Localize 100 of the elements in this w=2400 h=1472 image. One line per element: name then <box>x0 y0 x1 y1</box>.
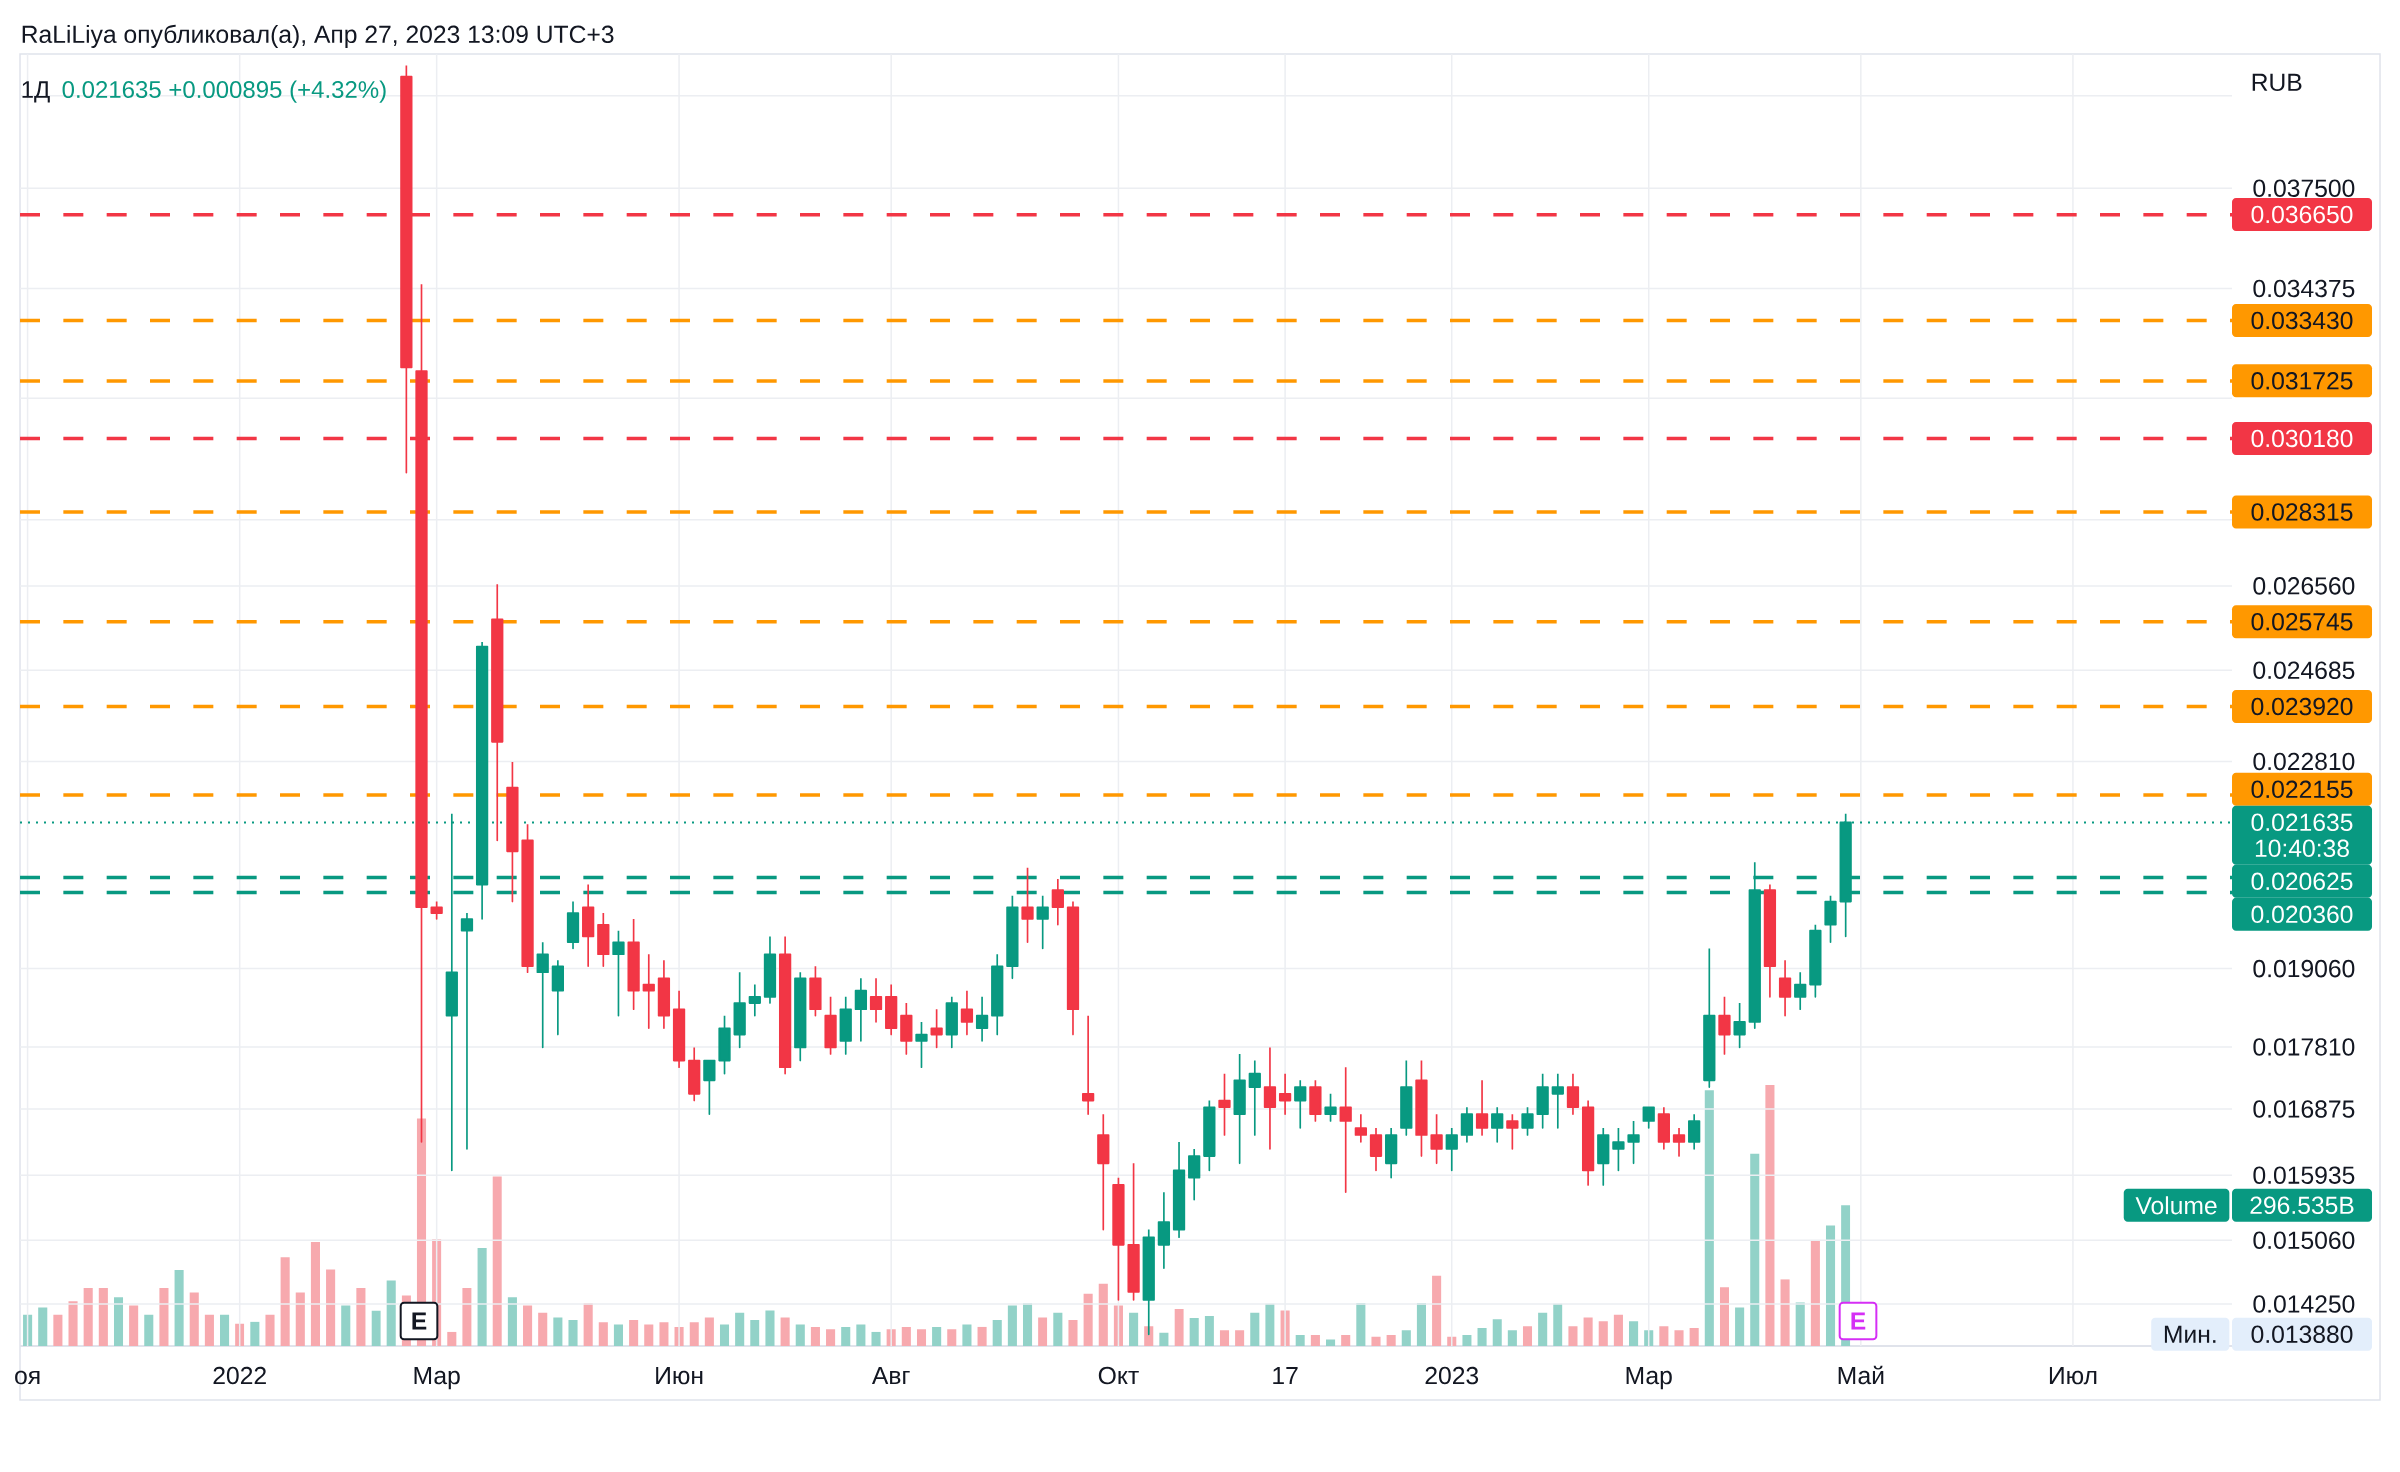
candlestick <box>566 900 580 950</box>
bar <box>129 1305 139 1346</box>
candlestick <box>627 918 640 1011</box>
bar <box>735 1312 745 1346</box>
bar <box>613 1324 624 1346</box>
candlestick <box>1612 1127 1625 1172</box>
bar <box>295 1292 305 1346</box>
bar <box>250 1321 260 1346</box>
bar <box>1704 1090 1714 1346</box>
bar <box>977 1326 987 1346</box>
candlestick <box>718 1014 731 1075</box>
candlestick <box>1112 1176 1125 1301</box>
bar <box>477 1248 487 1346</box>
candlestick <box>975 996 989 1042</box>
annotation: Мин. <box>2164 1325 2216 1343</box>
bar <box>341 1305 351 1346</box>
bar <box>1326 1339 1336 1346</box>
bar <box>826 1329 836 1346</box>
bar <box>644 1324 654 1346</box>
bar <box>1219 1330 1230 1346</box>
bar <box>765 1310 775 1346</box>
candlestick <box>900 1002 913 1055</box>
bar <box>204 1314 214 1346</box>
candlestick <box>885 983 898 1036</box>
candlestick <box>1066 900 1080 1036</box>
candlestick <box>1627 1120 1640 1165</box>
bar <box>68 1301 78 1346</box>
bar <box>1416 1302 1426 1346</box>
x-tick-label: Июн <box>656 1367 703 1385</box>
text: 10:40:38 <box>2255 839 2349 858</box>
candlestick <box>1581 1099 1595 1186</box>
candlestick <box>1233 1053 1246 1165</box>
bar <box>220 1314 230 1346</box>
bar <box>1522 1326 1533 1346</box>
candlestick <box>1339 1066 1352 1194</box>
candlestick <box>794 971 807 1062</box>
candlestick <box>430 900 443 920</box>
bar <box>1613 1314 1623 1346</box>
bar <box>1038 1317 1048 1346</box>
candlestick <box>460 912 474 1150</box>
bar <box>1765 1084 1775 1346</box>
bar <box>689 1322 699 1346</box>
y-tick-label: 0.026560 <box>2253 577 2355 595</box>
candlestick <box>1051 878 1064 926</box>
bar <box>1735 1307 1745 1346</box>
bar <box>1341 1335 1351 1346</box>
x-tick-label: Июл <box>2049 1367 2097 1385</box>
annotation: Volume <box>2135 1196 2217 1215</box>
candlestick <box>1703 947 1716 1088</box>
bar <box>447 1331 457 1346</box>
bar <box>1022 1303 1033 1346</box>
bar <box>523 1305 533 1346</box>
y-tick-label: 0.014250 <box>2253 1295 2355 1313</box>
bar <box>144 1314 154 1346</box>
bar <box>1644 1330 1654 1346</box>
bar <box>583 1303 593 1346</box>
bar <box>356 1288 366 1346</box>
bar <box>1825 1225 1836 1346</box>
bar <box>750 1319 760 1346</box>
y-tick-label: 0.034375 <box>2253 279 2355 298</box>
bar <box>1780 1279 1790 1346</box>
y-tick-label: 0.024685 <box>2253 661 2355 680</box>
x-tick-label: 17 <box>1273 1367 1298 1385</box>
bar <box>98 1288 108 1346</box>
candlestick <box>1566 1072 1580 1115</box>
bar <box>932 1326 942 1346</box>
bar <box>1235 1330 1245 1346</box>
bar <box>265 1314 275 1346</box>
candlestick <box>582 883 595 968</box>
bar <box>962 1324 972 1346</box>
x-tick-label: 2023 <box>1425 1366 1479 1385</box>
candlestick <box>597 912 610 968</box>
y-axis-title: RUB <box>2252 73 2302 92</box>
y-tick-label: 0.016875 <box>2253 1100 2355 1118</box>
candlestick <box>642 953 655 1030</box>
candlestick <box>536 941 549 1049</box>
bar <box>1144 1326 1154 1346</box>
bar <box>1538 1312 1548 1346</box>
ref-line-label: 0.022155 <box>2251 780 2353 799</box>
ref-line-label: 0.036650 <box>2251 205 2353 224</box>
bar <box>598 1322 608 1346</box>
bar <box>1719 1287 1730 1346</box>
bar <box>1007 1305 1017 1346</box>
candlestick <box>551 959 565 1036</box>
x-tick-label: Май <box>1838 1365 1884 1385</box>
candlestick <box>703 1059 716 1115</box>
candlestick <box>1203 1099 1216 1172</box>
candlestick <box>1400 1059 1413 1136</box>
bar <box>326 1269 336 1346</box>
bar <box>1204 1315 1214 1346</box>
x-tick-label: оя <box>15 1370 40 1385</box>
candlestick <box>778 935 792 1075</box>
bar <box>795 1324 805 1346</box>
text: 0.013880 <box>2251 1325 2353 1344</box>
candlestick <box>1491 1106 1504 1143</box>
bar <box>1689 1327 1699 1346</box>
bar <box>1659 1326 1669 1346</box>
y-tick-label: 0.022810 <box>2253 752 2355 771</box>
candlestick <box>688 1046 701 1102</box>
bar <box>841 1326 851 1346</box>
